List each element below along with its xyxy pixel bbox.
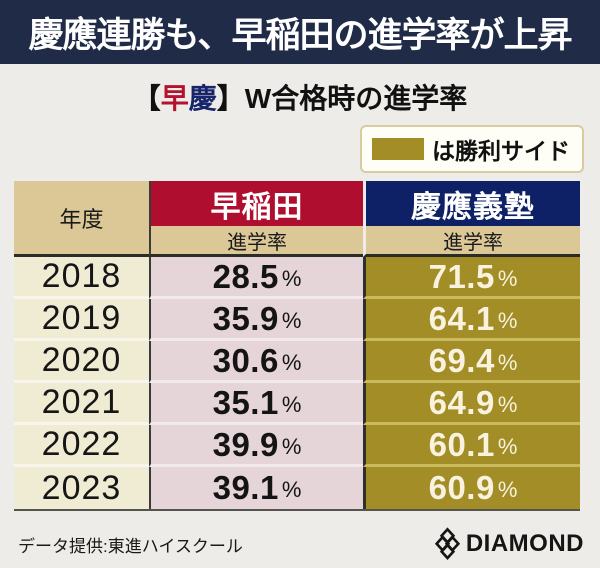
percent-sign: % — [497, 265, 518, 291]
chart-title: 【早慶】W合格時の進学率 — [0, 77, 600, 117]
footer: データ提供:東進ハイスクール DIAMOND — [0, 527, 600, 561]
bracket-open: 【 — [132, 83, 161, 114]
rate-value: 39.9 — [212, 425, 279, 463]
keio-rate-cell: 64.9% — [363, 383, 580, 425]
percent-sign: % — [497, 391, 518, 417]
diamond-logo-icon — [434, 527, 460, 561]
year-cell: 2019 — [14, 299, 149, 341]
headline-title: 慶應連勝も、早稲田の進学率が上昇 — [28, 15, 573, 55]
rate-value: 64.9 — [428, 383, 495, 421]
waseda-column-header: 早稲田 — [149, 181, 363, 226]
waseda-subheader: 進学率 — [149, 226, 363, 257]
keio-rate-cell: 69.4% — [363, 341, 580, 383]
percent-sign: % — [281, 349, 302, 375]
percent-sign: % — [281, 433, 302, 459]
waseda-char: 早 — [160, 83, 189, 114]
year-cell: 2023 — [14, 467, 149, 509]
rate-value: 35.9 — [212, 299, 279, 337]
percent-sign: % — [281, 477, 302, 502]
rate-value: 35.1 — [212, 383, 279, 421]
waseda-rate-cell: 35.1% — [149, 383, 363, 425]
percent-sign: % — [281, 265, 302, 291]
year-cell: 2020 — [14, 341, 149, 383]
legend-box: は勝利サイド — [360, 125, 584, 173]
rate-value: 69.4 — [428, 341, 495, 379]
percent-sign: % — [497, 349, 518, 375]
rate-value: 71.5 — [428, 257, 495, 295]
rate-value: 60.9 — [428, 469, 495, 506]
diamond-logo: DIAMOND — [434, 527, 584, 561]
percent-sign: % — [497, 477, 518, 502]
keio-rate-cell: 60.1% — [363, 425, 580, 467]
rate-value: 60.1 — [428, 425, 495, 463]
percent-sign: % — [281, 391, 302, 417]
keio-column-header: 慶應義塾 — [363, 181, 580, 226]
percent-sign: % — [497, 433, 518, 459]
keio-subheader: 進学率 — [363, 226, 580, 257]
rate-value: 64.1 — [428, 299, 495, 337]
year-column-header: 年度 — [14, 181, 149, 257]
waseda-rate-cell: 39.1% — [149, 467, 363, 509]
legend-container: は勝利サイド — [0, 125, 584, 173]
rate-value: 28.5 — [212, 257, 279, 295]
chart-title-rest: 】W合格時の進学率 — [216, 83, 468, 114]
keio-char: 慶 — [188, 83, 217, 114]
headline-banner: 慶應連勝も、早稲田の進学率が上昇 — [0, 0, 600, 64]
enrollment-rate-table: 年度 早稲田 慶應義塾 進学率 進学率 2018 28.5% 71.5% 201… — [14, 181, 580, 511]
waseda-rate-cell: 39.9% — [149, 425, 363, 467]
waseda-rate-cell: 35.9% — [149, 299, 363, 341]
year-cell: 2018 — [14, 257, 149, 299]
waseda-rate-cell: 30.6% — [149, 341, 363, 383]
keio-rate-cell: 71.5% — [363, 257, 580, 299]
keio-rate-cell: 60.9% — [363, 467, 580, 509]
percent-sign: % — [497, 307, 518, 333]
winner-color-swatch — [372, 138, 424, 160]
year-cell: 2021 — [14, 383, 149, 425]
waseda-rate-cell: 28.5% — [149, 257, 363, 299]
diamond-logo-text: DIAMOND — [465, 530, 584, 557]
percent-sign: % — [281, 307, 302, 333]
keio-rate-cell: 64.1% — [363, 299, 580, 341]
rate-value: 39.1 — [212, 469, 279, 506]
legend-label: は勝利サイド — [432, 138, 570, 164]
year-cell: 2022 — [14, 425, 149, 467]
data-source-credit: データ提供:東進ハイスクール — [18, 536, 243, 556]
rate-value: 30.6 — [212, 341, 279, 379]
